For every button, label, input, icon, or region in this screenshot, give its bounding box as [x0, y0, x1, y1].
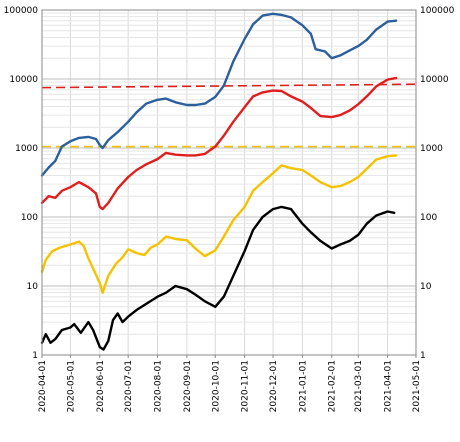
grid	[41, 9, 417, 356]
x-tick-label: 2020-04-01	[38, 360, 48, 412]
y-tick-label-right: 1	[420, 351, 426, 361]
x-tick-label: 2020-08-01	[154, 360, 164, 412]
x-tick-label: 2021-05-01	[412, 360, 422, 412]
series-line-3	[40, 205, 396, 351]
plot-frame	[41, 9, 417, 356]
x-tick-label: 2021-04-01	[384, 360, 394, 412]
series-line-2	[40, 154, 398, 294]
y-axis-left: 1 10 100 1000 10000 100000	[4, 6, 39, 361]
series-line-1	[40, 76, 398, 211]
y-tick-label-left: 1	[32, 351, 38, 361]
x-tick-label: 2020-10-01	[211, 360, 221, 412]
x-tick-label: 2021-03-01	[354, 360, 364, 412]
y-tick-label-left: 100000	[4, 6, 39, 16]
y-tick-label-left: 1000	[15, 144, 38, 154]
x-tick-label: 2020-05-01	[66, 360, 76, 412]
y-tick-label-right: 1000	[420, 144, 443, 154]
x-tick-label: 2020-11-01	[241, 360, 251, 412]
x-tick-label: 2021-02-01	[328, 360, 338, 412]
reference-line-0	[41, 83, 417, 89]
y-tick-label-right: 100	[420, 213, 437, 223]
x-tick-label: 2021-01-01	[298, 360, 308, 412]
y-tick-label-right: 100000	[420, 6, 455, 16]
x-tick-label: 2020-06-01	[96, 360, 106, 412]
series-lines	[40, 12, 398, 351]
y-tick-label-left: 100	[21, 213, 38, 223]
y-axis-right: 1 10 100 1000 10000 100000	[420, 6, 455, 361]
y-tick-label-right: 10	[420, 282, 432, 292]
y-tick-label-right: 10000	[420, 75, 449, 85]
x-tick-label: 2020-12-01	[269, 360, 279, 412]
x-tick-label: 2020-07-01	[124, 360, 134, 412]
x-tick-label: 2020-09-01	[183, 360, 193, 412]
y-tick-label-left: 10000	[9, 75, 38, 85]
y-tick-label-left: 10	[27, 282, 39, 292]
x-axis: 2020-04-01 2020-05-01 2020-06-01 2020-07-01…	[38, 355, 422, 412]
series-line-0	[40, 12, 398, 177]
